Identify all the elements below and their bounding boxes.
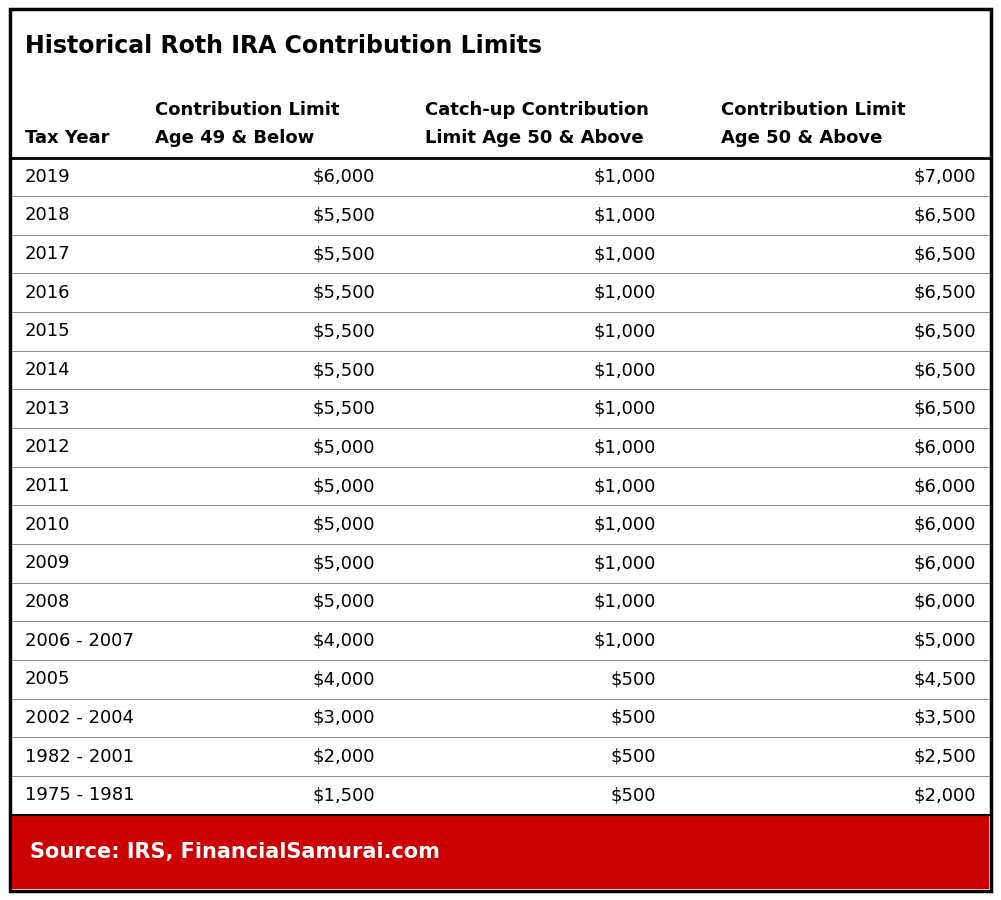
Text: 2010: 2010	[25, 516, 70, 534]
Text: $6,000: $6,000	[914, 593, 976, 611]
Text: $5,500: $5,500	[312, 361, 375, 379]
Text: $3,000: $3,000	[313, 709, 375, 727]
Text: $1,500: $1,500	[312, 787, 375, 805]
Text: $1,000: $1,000	[594, 206, 656, 224]
Text: $1,000: $1,000	[594, 554, 656, 572]
Text: Contribution Limit: Contribution Limit	[155, 101, 339, 119]
Text: $1,000: $1,000	[594, 284, 656, 302]
Text: $2,000: $2,000	[313, 748, 375, 766]
Text: 2018: 2018	[25, 206, 70, 224]
Text: Age 49 & Below: Age 49 & Below	[155, 129, 314, 147]
Text: $5,000: $5,000	[313, 477, 375, 495]
Text: Historical Roth IRA Contribution Limits: Historical Roth IRA Contribution Limits	[25, 34, 542, 58]
Text: $5,500: $5,500	[312, 284, 375, 302]
Text: $5,500: $5,500	[312, 245, 375, 263]
Text: $5,500: $5,500	[312, 400, 375, 418]
Text: $1,000: $1,000	[594, 593, 656, 611]
Text: $1,000: $1,000	[594, 516, 656, 534]
Text: 2014: 2014	[25, 361, 71, 379]
Text: $1,000: $1,000	[594, 361, 656, 379]
Text: 2005: 2005	[25, 670, 70, 688]
Text: $6,500: $6,500	[913, 322, 976, 340]
Text: 2019: 2019	[25, 167, 71, 185]
Text: Contribution Limit: Contribution Limit	[721, 101, 905, 119]
Text: 1975 - 1981: 1975 - 1981	[25, 787, 134, 805]
Text: $4,000: $4,000	[313, 632, 375, 650]
Text: $5,000: $5,000	[313, 516, 375, 534]
Text: $2,500: $2,500	[913, 748, 976, 766]
Text: $2,000: $2,000	[914, 787, 976, 805]
Text: $6,500: $6,500	[913, 284, 976, 302]
Text: $6,000: $6,000	[914, 516, 976, 534]
Text: $1,000: $1,000	[594, 245, 656, 263]
Text: $1,000: $1,000	[594, 438, 656, 456]
Text: $500: $500	[611, 670, 656, 688]
Text: $6,000: $6,000	[914, 477, 976, 495]
Text: $500: $500	[611, 748, 656, 766]
Text: $6,500: $6,500	[913, 361, 976, 379]
Text: $6,000: $6,000	[313, 167, 375, 185]
Text: $1,000: $1,000	[594, 167, 656, 185]
Text: Tax Year: Tax Year	[25, 129, 109, 147]
Text: $6,500: $6,500	[913, 206, 976, 224]
Text: $1,000: $1,000	[594, 322, 656, 340]
Text: $6,000: $6,000	[914, 438, 976, 456]
Text: 2011: 2011	[25, 477, 70, 495]
Bar	[12, 814, 989, 889]
Text: $1,000: $1,000	[594, 632, 656, 650]
Text: 2002 - 2004: 2002 - 2004	[25, 709, 134, 727]
Text: $7,000: $7,000	[914, 167, 976, 185]
Text: 2006 - 2007: 2006 - 2007	[25, 632, 134, 650]
Text: $4,000: $4,000	[313, 670, 375, 688]
Text: Age 50 & Above: Age 50 & Above	[721, 129, 882, 147]
Text: $1,000: $1,000	[594, 400, 656, 418]
Text: 2013: 2013	[25, 400, 71, 418]
Text: $5,000: $5,000	[313, 554, 375, 572]
Text: Catch-up Contribution: Catch-up Contribution	[425, 101, 650, 119]
Text: 2008: 2008	[25, 593, 70, 611]
Text: 2009: 2009	[25, 554, 70, 572]
Text: 2016: 2016	[25, 284, 70, 302]
Text: 2017: 2017	[25, 245, 71, 263]
Text: $500: $500	[611, 709, 656, 727]
Text: 1982 - 2001: 1982 - 2001	[25, 748, 134, 766]
Text: $5,000: $5,000	[914, 632, 976, 650]
Text: Limit Age 50 & Above: Limit Age 50 & Above	[425, 129, 644, 147]
Text: $4,500: $4,500	[913, 670, 976, 688]
Text: $5,500: $5,500	[312, 322, 375, 340]
Text: $5,500: $5,500	[312, 206, 375, 224]
Text: $3,500: $3,500	[913, 709, 976, 727]
Text: $1,000: $1,000	[594, 477, 656, 495]
Text: Source: IRS, FinancialSamurai.com: Source: IRS, FinancialSamurai.com	[30, 842, 439, 862]
Text: $500: $500	[611, 787, 656, 805]
Text: $5,000: $5,000	[313, 593, 375, 611]
Text: $5,000: $5,000	[313, 438, 375, 456]
Text: 2015: 2015	[25, 322, 71, 340]
Text: 2012: 2012	[25, 438, 71, 456]
Text: $6,500: $6,500	[913, 400, 976, 418]
Text: $6,000: $6,000	[914, 554, 976, 572]
Text: $6,500: $6,500	[913, 245, 976, 263]
